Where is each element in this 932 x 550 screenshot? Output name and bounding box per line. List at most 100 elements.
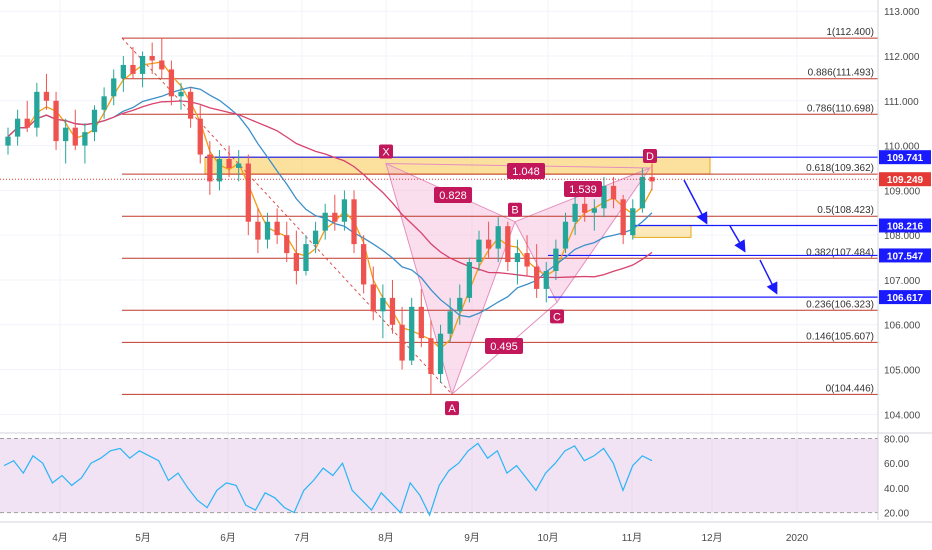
target-zone bbox=[633, 224, 692, 238]
rsi-tick-label: 40.00 bbox=[884, 484, 909, 495]
arrows-layer bbox=[683, 179, 778, 295]
candle-body bbox=[543, 270, 549, 289]
pattern-ratio-badge bbox=[564, 181, 602, 197]
projection-arrow bbox=[729, 225, 746, 253]
candle-body bbox=[514, 253, 521, 263]
time-tick-label: 4月 bbox=[52, 532, 68, 544]
level-price-tag-text: 107.547 bbox=[887, 251, 924, 262]
time-tick-label: 8月 bbox=[378, 532, 394, 544]
resistance-zone bbox=[204, 156, 711, 175]
candle-body bbox=[572, 203, 578, 222]
fib-level-label: 0.786(110.698) bbox=[807, 103, 874, 114]
candle-body bbox=[534, 266, 540, 289]
candle-body bbox=[111, 78, 117, 97]
candle-body bbox=[312, 230, 319, 245]
candle-body bbox=[63, 127, 69, 142]
candle-body bbox=[197, 118, 203, 155]
candle-body bbox=[187, 91, 194, 119]
candle-body bbox=[322, 212, 328, 231]
price-tick-label: 108.000 bbox=[884, 231, 921, 242]
candle-body bbox=[149, 55, 155, 61]
price-tick-label: 105.000 bbox=[884, 366, 921, 377]
rsi-panel: 80.00 60.00 40.00 20.00 bbox=[0, 432, 932, 520]
pattern-point-label: B bbox=[511, 205, 518, 217]
candle-body bbox=[293, 253, 300, 271]
candle-body bbox=[236, 163, 242, 168]
candle-body bbox=[582, 203, 588, 213]
candle-body bbox=[130, 64, 136, 74]
pattern-ratio-label: 1.048 bbox=[512, 166, 540, 178]
price-tick-label: 113.000 bbox=[884, 7, 920, 18]
candle-body bbox=[43, 91, 50, 101]
candle-body bbox=[505, 226, 511, 263]
price-tick-label: 110.000 bbox=[884, 142, 920, 153]
rsi-line bbox=[3, 442, 653, 517]
time-tick-label: 2020 bbox=[786, 533, 809, 544]
price-axis: 113.000 112.000 111.000 110.000 109.000 108.0… bbox=[0, 0, 931, 520]
candle-body bbox=[139, 55, 146, 74]
rsi-tick-label: 20.00 bbox=[884, 509, 909, 520]
candle-body bbox=[178, 91, 184, 97]
time-tick-label: 6月 bbox=[220, 532, 236, 544]
current-price-tag-text: 109.249 bbox=[887, 175, 924, 186]
fib-level-label: 0.886(111.493) bbox=[808, 68, 874, 79]
time-axis: 4月 5月 6月 7月 8月 9月 10月 11月 12月 2020 bbox=[0, 521, 932, 544]
candle-body bbox=[370, 284, 376, 312]
level-price-tag bbox=[879, 150, 931, 165]
fib-level-label: 0.5(108.423) bbox=[817, 205, 874, 216]
pattern-labels: X A B C D 0.828 1.048 1.539 0.495 bbox=[379, 144, 657, 416]
level-price-tag bbox=[879, 290, 931, 305]
time-tick-label: 12月 bbox=[701, 532, 722, 544]
candle-body bbox=[284, 235, 290, 254]
candle-body bbox=[485, 239, 492, 249]
candle-body bbox=[159, 60, 165, 70]
candle-body bbox=[389, 297, 396, 325]
candle-body bbox=[91, 109, 98, 133]
price-tick-label: 106.000 bbox=[884, 321, 921, 332]
pattern-point-badge bbox=[445, 401, 459, 416]
candle-body bbox=[630, 208, 636, 236]
candle-body bbox=[255, 221, 261, 240]
candle-body bbox=[428, 338, 434, 375]
candle-body bbox=[380, 297, 386, 312]
candle-body bbox=[332, 212, 338, 222]
fib-level-label: 1(112.400) bbox=[826, 27, 874, 38]
fib-level-label: 0.146(105.607) bbox=[806, 331, 874, 342]
time-tick-label: 9月 bbox=[464, 532, 480, 544]
candle-body bbox=[226, 159, 232, 168]
price-tick-label: 107.000 bbox=[884, 276, 921, 287]
horizontal-levels bbox=[205, 156, 878, 298]
fib-level-label: 0.382(107.484) bbox=[806, 247, 874, 258]
pattern-point-label: C bbox=[553, 311, 561, 323]
fib-level-label: 0(104.446) bbox=[826, 383, 874, 394]
current-price-tag bbox=[879, 172, 931, 187]
candle-body bbox=[418, 306, 424, 339]
candle-body bbox=[245, 163, 251, 222]
candle-body bbox=[399, 324, 405, 361]
rsi-tick-label: 80.00 bbox=[884, 434, 909, 445]
pattern-ratio-label: 0.828 bbox=[439, 190, 467, 202]
candle-body bbox=[34, 91, 40, 128]
price-tick-label: 111.000 bbox=[884, 97, 919, 108]
candle-body bbox=[303, 244, 309, 271]
rsi-tick-label: 60.00 bbox=[884, 459, 909, 470]
candle-body bbox=[639, 176, 646, 209]
projection-arrow bbox=[759, 259, 778, 295]
candle-body bbox=[53, 100, 59, 142]
time-tick-label: 11月 bbox=[622, 532, 642, 544]
candle-body bbox=[620, 199, 626, 236]
pattern-ratio-badge bbox=[507, 163, 545, 179]
pattern-point-badge bbox=[379, 144, 393, 159]
candle-body bbox=[120, 64, 126, 79]
pattern-ratio-badge bbox=[485, 338, 523, 354]
candle-body bbox=[466, 262, 473, 298]
level-price-tag-text: 106.617 bbox=[887, 293, 924, 304]
time-tick-label: 10月 bbox=[537, 532, 558, 544]
candle-body bbox=[264, 221, 271, 240]
candle-body bbox=[476, 239, 482, 263]
candle-body bbox=[409, 306, 415, 361]
level-price-tag-text: 108.216 bbox=[887, 221, 924, 232]
time-tick-label: 7月 bbox=[294, 532, 310, 544]
price-tick-label: 104.000 bbox=[884, 410, 921, 421]
